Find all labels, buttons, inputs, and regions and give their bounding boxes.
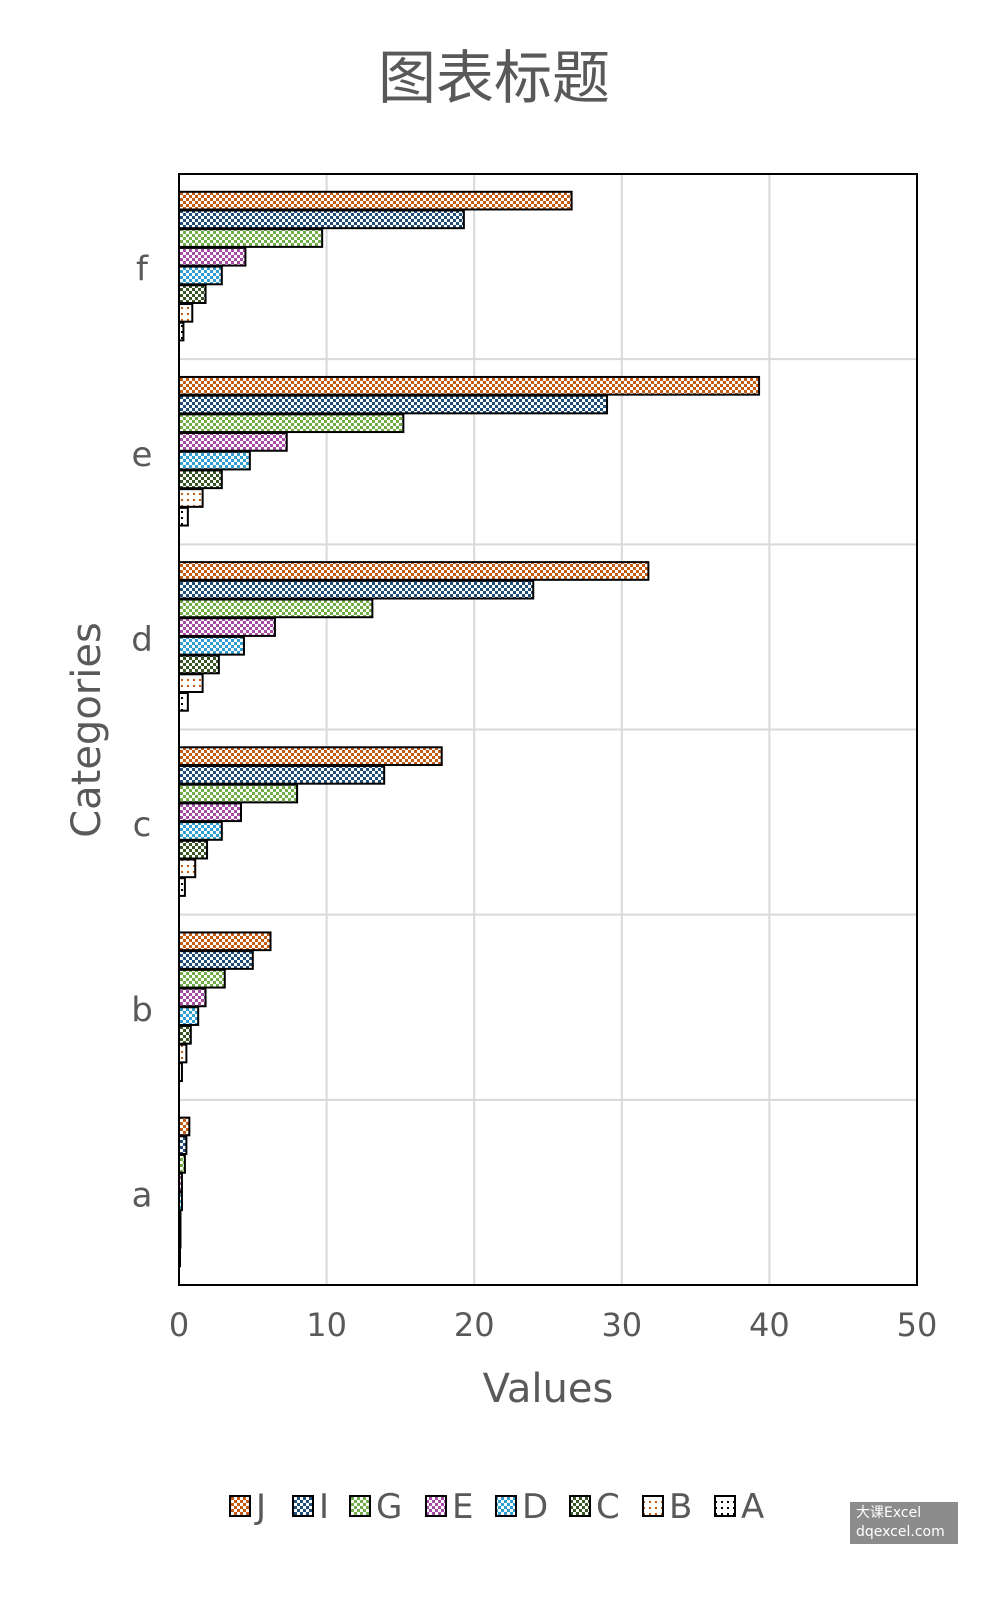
bar-J-c <box>178 746 443 766</box>
category-label-d: d <box>131 620 153 660</box>
legend-item-B: B <box>642 1487 692 1527</box>
chart-title: 图表标题 <box>378 44 610 112</box>
watermark-line2: dqexcel.com <box>856 1524 945 1540</box>
bar-E-d <box>178 617 276 637</box>
bar-J-f <box>178 190 573 211</box>
legend-item-E: E <box>425 1487 473 1527</box>
legend-swatch <box>495 1495 517 1517</box>
bar-C-b <box>178 1024 192 1045</box>
bar-B-b <box>178 1043 188 1064</box>
bar-A-d <box>178 692 189 712</box>
legend-item-A: A <box>714 1487 764 1527</box>
x-tick-label: 10 <box>306 1306 347 1344</box>
x-tick-label: 50 <box>897 1306 938 1344</box>
grid <box>178 174 918 1285</box>
bar-I-b <box>178 950 254 970</box>
x-tick-label: 20 <box>454 1306 495 1344</box>
category-labels: a b c d e f <box>131 250 153 1216</box>
bar-G-c <box>178 783 299 804</box>
category-label-b: b <box>131 990 153 1030</box>
legend-label: A <box>741 1487 764 1527</box>
legend-swatch <box>292 1495 314 1517</box>
bar-D-b <box>178 1006 200 1026</box>
bar-B-c <box>178 858 197 879</box>
bar-G-e <box>178 413 405 434</box>
category-label-c: c <box>133 805 152 845</box>
bar-A-e <box>178 506 189 527</box>
legend-label: B <box>669 1487 692 1527</box>
x-tick-label: 0 <box>169 1306 189 1344</box>
legend-item-D: D <box>495 1487 548 1527</box>
bar-I-f <box>178 209 465 230</box>
bar-G-f <box>178 228 324 248</box>
bar-C-c <box>178 839 209 860</box>
bar-E-c <box>178 802 242 823</box>
legend-item-C: C <box>569 1487 620 1527</box>
watermark: 大课Excel dqexcel.com <box>850 1502 958 1544</box>
bar-I-e <box>178 394 609 415</box>
bar-B-f <box>178 302 194 323</box>
bar-C-d <box>178 654 220 675</box>
bar-J-e <box>178 375 761 396</box>
bar-B-e <box>178 488 204 508</box>
bar-G-d <box>178 598 374 619</box>
category-label-f: f <box>136 250 149 290</box>
watermark-line1: 大课Excel <box>856 1505 922 1521</box>
category-label-e: e <box>132 435 153 475</box>
legend-label: I <box>319 1487 329 1527</box>
bar-I-c <box>178 764 386 785</box>
legend-swatch <box>642 1495 664 1517</box>
bar-D-f <box>178 265 223 286</box>
bar-E-b <box>178 987 207 1008</box>
legend-label: J <box>254 1487 266 1527</box>
bar-D-e <box>178 450 251 471</box>
plot-frame <box>178 173 918 1286</box>
bar-I-a <box>178 1135 188 1156</box>
legend-swatch <box>229 1495 251 1517</box>
x-tick-label: 40 <box>749 1306 790 1344</box>
category-label-a: a <box>132 1175 153 1215</box>
legend-item-I: I <box>292 1487 329 1527</box>
bar-D-c <box>178 821 223 841</box>
bar-C-e <box>178 469 223 490</box>
legend-label: E <box>452 1487 473 1527</box>
bar-I-d <box>178 579 535 600</box>
bar-C-f <box>178 284 207 304</box>
bar-G-b <box>178 968 226 989</box>
bar-B-d <box>178 673 204 694</box>
legend-swatch <box>425 1495 447 1517</box>
x-axis-label: Values <box>483 1366 614 1412</box>
legend-item-G: G <box>349 1487 402 1527</box>
legend-swatch <box>569 1495 591 1517</box>
legend-label: C <box>596 1487 620 1527</box>
bar-E-e <box>178 432 288 452</box>
legend-label: D <box>522 1487 548 1527</box>
x-tick-labels: 0 10 20 30 40 50 <box>169 1306 938 1344</box>
legend-item-J: J <box>229 1487 266 1527</box>
bar-J-b <box>178 931 272 952</box>
bar-E-f <box>178 246 247 267</box>
bar-J-d <box>178 561 650 581</box>
legend-swatch <box>714 1495 736 1517</box>
legend-label: G <box>376 1487 402 1527</box>
bar-D-d <box>178 635 245 656</box>
y-axis-label: Categories <box>64 622 110 838</box>
bar-J-a <box>178 1116 191 1137</box>
x-tick-label: 30 <box>601 1306 642 1344</box>
legend-swatch <box>349 1495 371 1517</box>
